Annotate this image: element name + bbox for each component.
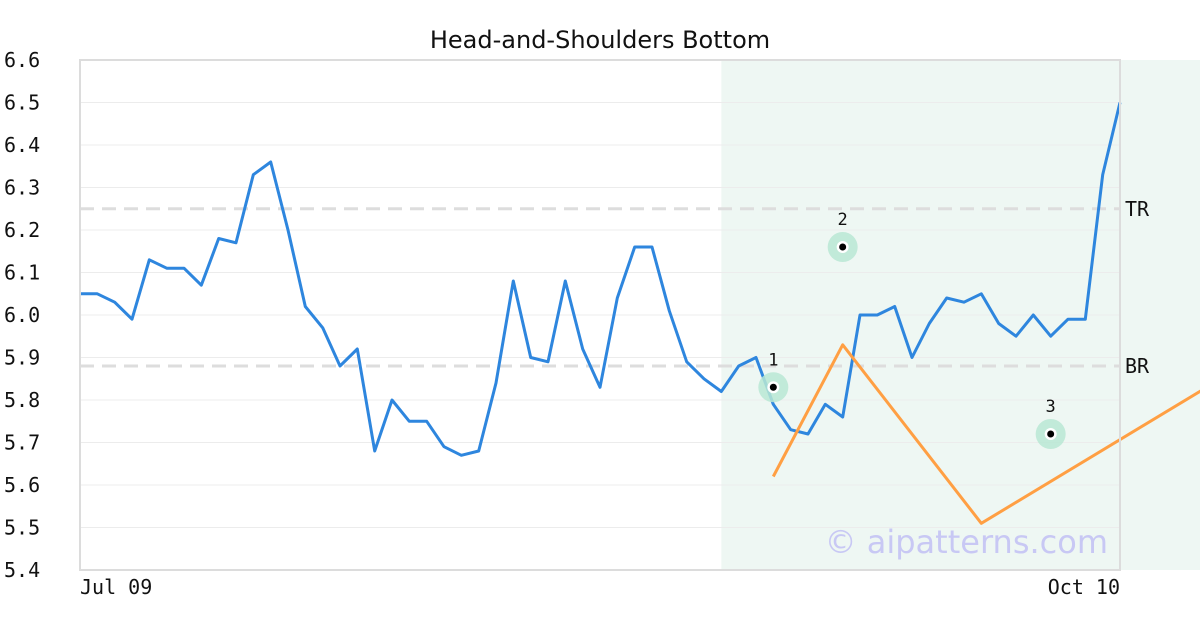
y-tick-label: 5.5 [4,516,40,540]
pattern-point-label: 1 [768,350,778,370]
y-tick-label: 5.7 [4,431,40,455]
y-tick-label: 5.4 [4,558,40,582]
y-tick-labels: 6.6 6.5 6.4 6.3 6.2 6.1 6.0 5.9 5.8 5.7 5.6 5.5 5.4 [4,48,40,582]
level-label: TR [1125,197,1150,221]
pattern-point-dot [769,383,777,391]
y-tick-label: 6.1 [4,261,40,285]
x-tick-label: Jul 09 [80,575,152,599]
level-label: BR [1125,354,1150,378]
watermark-text: © aipatterns.com [825,523,1108,561]
price-line [80,102,1122,457]
x-tick-labels: Jul 09 Oct 10 [80,575,1120,599]
x-tick-label: Oct 10 [1048,575,1120,599]
y-tick-label: 6.3 [4,176,40,200]
y-tick-label: 6.6 [4,48,40,72]
pattern-point-dot [1047,430,1055,438]
pattern-point-label: 2 [838,210,848,230]
series-lines [80,102,1200,525]
y-tick-label: 5.9 [4,346,40,370]
grid-lines [80,59,1120,571]
level-lines: TR BR [80,197,1150,378]
plot-frame [79,59,1121,571]
pattern-point-dot [839,243,847,251]
chart-title: Head-and-Shoulders Bottom [430,26,770,54]
y-tick-label: 5.6 [4,473,40,497]
pattern-point-label: 3 [1046,397,1056,417]
y-tick-label: 6.4 [4,133,40,157]
indicator-line [771,343,1200,525]
y-tick-label: 5.8 [4,388,40,412]
y-tick-label: 6.2 [4,218,40,242]
y-tick-label: 6.5 [4,91,40,115]
y-tick-label: 6.0 [4,303,40,327]
pattern-markers: 12345BreakOut [758,210,1066,449]
